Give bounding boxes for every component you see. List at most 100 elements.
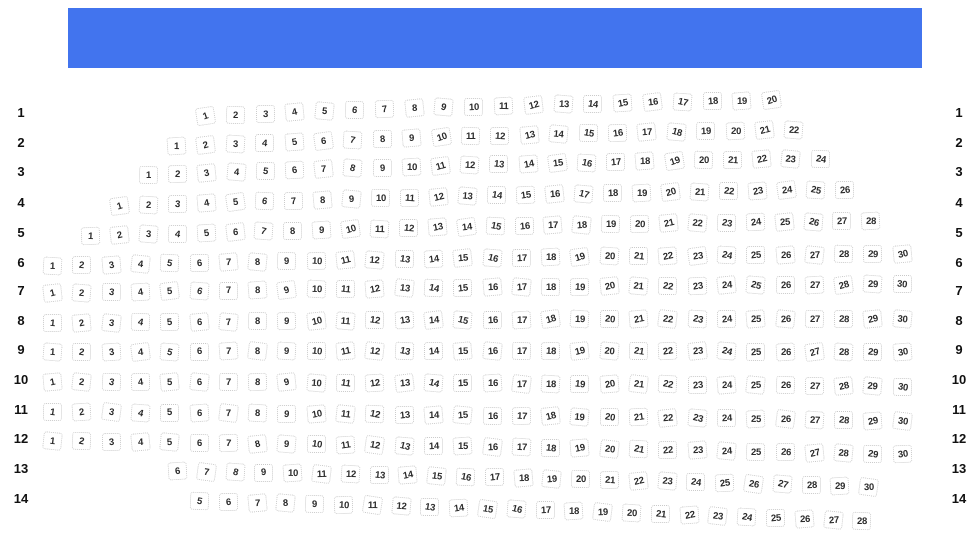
seat[interactable]: 27 (803, 341, 825, 362)
seat[interactable]: 13 (519, 124, 540, 145)
seat[interactable]: 2 (167, 164, 188, 184)
seat[interactable]: 25 (773, 211, 795, 232)
seat[interactable]: 2 (108, 225, 130, 246)
seat[interactable]: 17 (636, 122, 658, 143)
seat[interactable]: 12 (459, 155, 480, 175)
seat[interactable]: 29 (863, 444, 883, 464)
seat[interactable]: 4 (129, 254, 151, 274)
seat[interactable]: 19 (570, 374, 590, 393)
seat[interactable]: 18 (702, 92, 722, 111)
seat[interactable]: 8 (247, 341, 269, 362)
seat[interactable]: 13 (393, 435, 415, 456)
seat[interactable]: 17 (606, 152, 626, 172)
seat[interactable]: 8 (275, 493, 297, 514)
seat[interactable]: 11 (429, 155, 452, 176)
seat[interactable]: 10 (464, 97, 484, 116)
seat[interactable]: 10 (305, 372, 327, 393)
seat[interactable]: 17 (510, 277, 532, 298)
seat[interactable]: 28 (852, 511, 872, 531)
seat[interactable]: 18 (541, 438, 561, 457)
seat[interactable]: 16 (576, 152, 597, 173)
seat[interactable]: 7 (283, 191, 304, 210)
seat[interactable]: 2 (71, 372, 93, 393)
seat[interactable]: 24 (810, 149, 830, 168)
seat[interactable]: 20 (599, 246, 620, 266)
seat[interactable]: 2 (71, 282, 92, 303)
seat[interactable]: 4 (129, 341, 151, 362)
seat[interactable]: 30 (892, 342, 913, 362)
seat[interactable]: 10 (306, 435, 326, 454)
seat[interactable]: 23 (707, 505, 729, 526)
seat[interactable]: 21 (628, 439, 649, 459)
seat[interactable]: 25 (805, 180, 826, 200)
seat[interactable]: 11 (493, 96, 514, 116)
seat[interactable]: 17 (542, 215, 564, 235)
seat[interactable]: 7 (218, 433, 239, 453)
seat[interactable]: 2 (72, 256, 92, 275)
seat[interactable]: 6 (167, 461, 188, 481)
seat[interactable]: 10 (306, 342, 326, 361)
seat[interactable]: 5 (160, 403, 180, 422)
seat[interactable]: 27 (832, 212, 852, 231)
seat[interactable]: 18 (540, 247, 561, 267)
seat[interactable]: 11 (335, 341, 356, 361)
seat[interactable]: 12 (340, 464, 361, 484)
seat[interactable]: 17 (573, 183, 594, 204)
seat[interactable]: 4 (167, 224, 187, 243)
seat[interactable]: 18 (540, 277, 561, 297)
seat[interactable]: 8 (247, 251, 268, 272)
seat[interactable]: 17 (672, 92, 693, 112)
seat[interactable]: 21 (650, 504, 670, 523)
seat[interactable]: 23 (780, 149, 802, 169)
seat[interactable]: 17 (511, 437, 532, 457)
seat[interactable]: 8 (403, 98, 425, 119)
seat[interactable]: 12 (365, 311, 385, 330)
seat[interactable]: 6 (189, 342, 209, 361)
seat[interactable]: 9 (277, 404, 297, 423)
seat[interactable]: 14 (397, 465, 419, 486)
seat[interactable]: 30 (891, 308, 913, 329)
seat[interactable]: 3 (101, 342, 122, 362)
seat[interactable]: 18 (666, 121, 687, 142)
seat[interactable]: 9 (433, 97, 455, 118)
seat[interactable]: 3 (100, 402, 122, 423)
seat[interactable]: 17 (511, 341, 532, 361)
seat[interactable]: 29 (863, 343, 883, 361)
seat[interactable]: 22 (657, 246, 678, 266)
seat[interactable]: 21 (658, 213, 679, 234)
seat[interactable]: 26 (775, 442, 795, 462)
seat[interactable]: 23 (687, 309, 708, 329)
seat[interactable]: 30 (892, 275, 912, 294)
seat[interactable]: 14 (448, 498, 469, 518)
seat[interactable]: 19 (569, 406, 591, 427)
seat[interactable]: 3 (255, 104, 275, 123)
seat[interactable]: 6 (188, 311, 210, 332)
seat[interactable]: 18 (540, 309, 562, 330)
seat[interactable]: 24 (716, 409, 736, 428)
seat[interactable]: 27 (803, 244, 825, 265)
seat[interactable]: 14 (518, 154, 539, 174)
seat[interactable]: 12 (490, 126, 510, 145)
seat[interactable]: 27 (804, 275, 825, 295)
seat[interactable]: 6 (188, 372, 210, 393)
seat[interactable]: 16 (455, 467, 476, 487)
seat[interactable]: 15 (452, 341, 473, 361)
seat[interactable]: 1 (42, 431, 63, 452)
seat[interactable]: 19 (569, 309, 590, 329)
seat[interactable]: 19 (570, 277, 590, 296)
seat[interactable]: 9 (276, 372, 298, 393)
seat[interactable]: 24 (716, 341, 737, 362)
seat[interactable]: 1 (166, 136, 187, 156)
seat[interactable]: 10 (282, 463, 303, 483)
seat[interactable]: 5 (159, 312, 180, 332)
seat[interactable]: 1 (42, 283, 63, 304)
seat[interactable]: 6 (189, 433, 209, 453)
seat[interactable]: 23 (686, 440, 708, 461)
seat[interactable]: 6 (188, 403, 210, 423)
seat[interactable]: 15 (578, 124, 598, 143)
seat[interactable]: 18 (540, 341, 561, 361)
seat[interactable]: 23 (656, 471, 678, 492)
seat[interactable]: 27 (804, 376, 825, 395)
seat[interactable]: 2 (195, 134, 217, 156)
seat[interactable]: 17 (511, 310, 532, 330)
